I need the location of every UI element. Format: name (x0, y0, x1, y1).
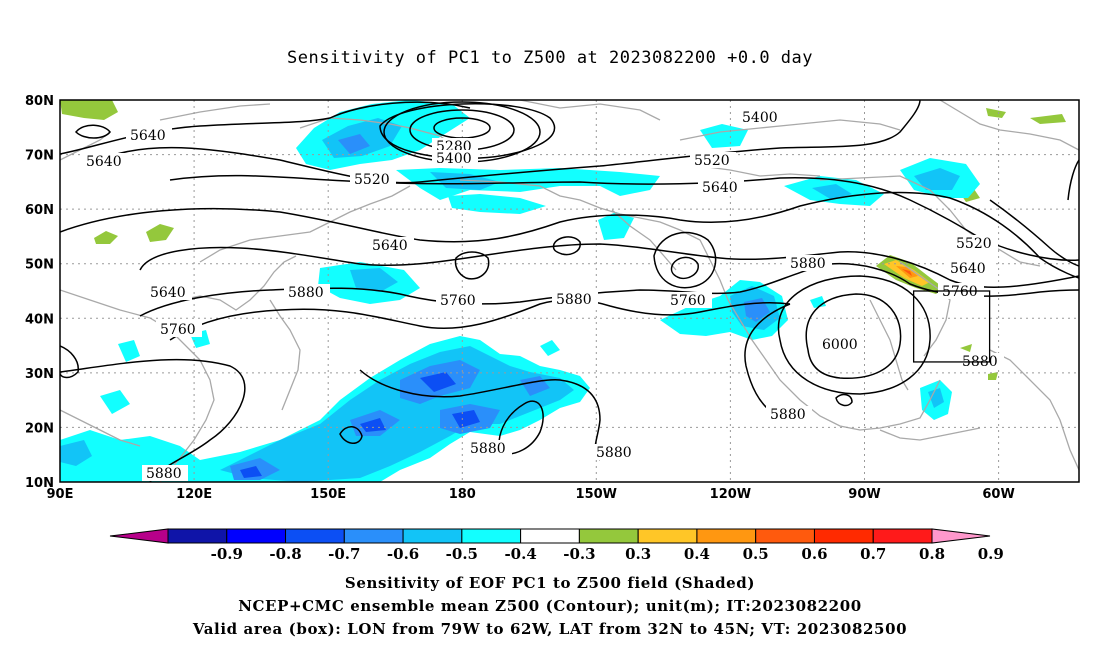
contour-label: 5640 (150, 285, 186, 301)
very-strong-negative-patches (240, 372, 480, 478)
colorbar-swatch (402, 528, 463, 544)
map-title: Sensitivity of PC1 to Z500 at 2023082200… (286, 48, 813, 68)
colorbar-label: -0.4 (504, 545, 536, 563)
colorbar-label: -0.3 (563, 545, 595, 563)
positive-sensitivity-patches (60, 100, 1066, 380)
colorbar-swatch (461, 528, 522, 544)
contour-label: 5640 (372, 238, 408, 254)
colorbar-max-arrow (931, 528, 991, 544)
negative-sensitivity-patches (60, 100, 980, 482)
contour-label: 5880 (288, 285, 324, 301)
colorbar-swatch (813, 528, 874, 544)
contour-label: 5520 (956, 236, 992, 252)
lat-tick-label: 50N (25, 258, 54, 273)
contour-label: 5760 (160, 322, 196, 338)
lon-tick-label: 90E (47, 487, 74, 502)
colorbar-swatch (520, 528, 580, 544)
colorbar-swatch (755, 528, 815, 544)
colorbar-label: -0.5 (446, 545, 478, 563)
caption-shading: Sensitivity of EOF PC1 to Z500 field (Sh… (344, 574, 756, 592)
contour-label: 5880 (470, 441, 506, 457)
lat-tick-label: 80N (25, 94, 54, 109)
lat-tick-label: 60N (25, 203, 54, 218)
contour-label: 5520 (354, 172, 390, 188)
lon-tick-label: 150W (576, 487, 617, 502)
contour-label: 6000 (822, 337, 858, 353)
contour-label: 5520 (694, 153, 730, 169)
lon-tick-label: 120E (176, 487, 212, 502)
lat-tick-label: 20N (25, 421, 54, 436)
lon-tick-label: 150E (310, 487, 346, 502)
strong-sensitivity-core (884, 260, 930, 286)
colorbar-swatch (226, 528, 287, 544)
map-frame (59, 99, 1080, 483)
colorbar-swatch (285, 528, 345, 544)
contour-label: 5640 (702, 180, 738, 196)
colorbar-swatch (343, 528, 404, 544)
lat-tick-label: 10N (25, 476, 54, 491)
lon-tick-label: 90W (848, 487, 880, 502)
lat-axis-labels: 80N 70N 60N 50N 40N 30N 20N 10N (25, 94, 54, 491)
colorbar-label: 0.3 (625, 545, 651, 563)
contour-label: 5880 (596, 445, 632, 461)
lon-tick-label: 180 (449, 487, 476, 502)
lon-axis-labels: 90E 120E 150E 180 150W 120W 90W 60W (47, 487, 1015, 502)
colorbar-label: -0.8 (269, 545, 301, 563)
contour-label: 5640 (950, 261, 986, 277)
contour-label: 5880 (790, 256, 826, 272)
contour-label: 5400 (436, 151, 472, 167)
caption-contour: NCEP+CMC ensemble mean Z500 (Contour); u… (238, 597, 862, 615)
lat-tick-label: 30N (25, 367, 54, 382)
contour-labels: 5640 5640 5640 5280 5400 5400 5520 5520 … (82, 109, 1004, 482)
colorbar-label: -0.6 (387, 545, 419, 563)
colorbar-label: 0.6 (801, 545, 827, 563)
contour-label: 5400 (742, 110, 778, 126)
lat-tick-label: 70N (25, 149, 54, 164)
contour-label: 5640 (86, 154, 122, 170)
contour-label: 5880 (556, 292, 592, 308)
colorbar-label: 0.7 (860, 545, 886, 563)
contour-label: 5640 (130, 128, 166, 144)
colorbar-min-arrow (109, 528, 169, 544)
contour-label: 5760 (670, 293, 706, 309)
contour-label: 5760 (942, 284, 978, 300)
colorbar-swatch (578, 528, 639, 544)
contour-label: 5760 (440, 293, 476, 309)
lon-tick-label: 120W (710, 487, 751, 502)
colorbar-swatch (167, 528, 228, 544)
lat-tick-label: 40N (25, 312, 54, 327)
colorbar: -0.9 -0.8 -0.7 -0.6 -0.5 -0.4 -0.3 0.3 0.4 0.5 0.6… (109, 528, 1004, 563)
caption-valid-area: Valid area (box): LON from 79W to 62W, L… (192, 620, 908, 638)
colorbar-swatch (637, 528, 698, 544)
colorbar-label: 0.4 (684, 545, 710, 563)
contour-label: 5880 (146, 466, 182, 482)
colorbar-swatch (872, 528, 933, 544)
colorbar-label: 0.9 (978, 545, 1004, 563)
colorbar-swatch (696, 528, 757, 544)
colorbar-label: 0.5 (743, 545, 769, 563)
colorbar-label: 0.8 (919, 545, 945, 563)
coastlines (60, 100, 1079, 482)
colorbar-label: -0.9 (211, 545, 243, 563)
lon-tick-label: 60W (982, 487, 1014, 502)
valid-area-box (912, 290, 991, 363)
contour-label: 5880 (770, 407, 806, 423)
colorbar-label: -0.7 (328, 545, 360, 563)
